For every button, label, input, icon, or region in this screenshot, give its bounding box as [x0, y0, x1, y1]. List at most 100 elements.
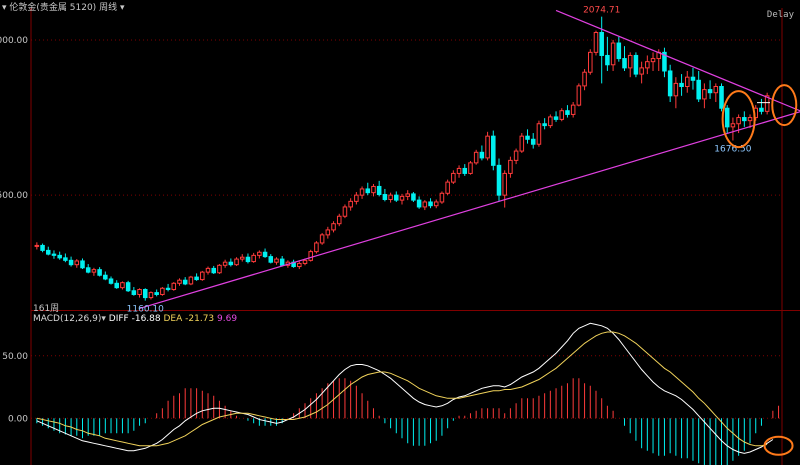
candle-body — [365, 188, 371, 194]
candle-body — [142, 289, 148, 299]
candle-body — [382, 194, 388, 200]
candle-body — [148, 292, 154, 299]
period-chevron-down-icon[interactable]: ▾ — [119, 3, 125, 13]
candle-body — [690, 76, 696, 81]
candle-body — [713, 86, 719, 94]
candle-body — [297, 262, 302, 268]
candle-body — [279, 258, 285, 266]
macd-value: 9.69 — [217, 314, 238, 324]
candle-body — [308, 251, 313, 261]
macd-tick-label: 50.00 — [2, 352, 28, 362]
candle-body — [63, 257, 68, 261]
candle-body — [685, 76, 690, 87]
candle-body — [730, 123, 736, 128]
candle-body — [85, 267, 91, 273]
candle-body — [496, 164, 502, 196]
candle-body — [422, 201, 428, 208]
candle-body — [376, 185, 382, 196]
price-annotation: 1676.50 — [714, 145, 751, 155]
candle-body — [633, 54, 639, 75]
candle-body — [559, 110, 565, 120]
candle-body — [274, 258, 279, 263]
candle-body — [331, 223, 336, 231]
price-tick-label: 1500.00 — [0, 191, 28, 201]
candle-body — [251, 254, 256, 263]
candle-body — [622, 58, 627, 69]
candle-body — [314, 242, 319, 253]
candle-body — [200, 271, 205, 281]
candle-body — [74, 260, 80, 266]
candle-body — [257, 251, 262, 256]
candle-body — [445, 181, 450, 194]
candle-body — [245, 256, 251, 263]
candle-body — [239, 256, 245, 260]
diff-line — [36, 322, 774, 454]
chevron-down-icon[interactable]: ▾ — [2, 3, 7, 13]
candle-body — [342, 206, 348, 217]
candle-body — [302, 259, 308, 264]
candle-body — [667, 70, 673, 97]
candle-body — [639, 67, 644, 75]
candle-body — [217, 264, 222, 274]
candle-body — [508, 159, 513, 174]
candle-body — [599, 31, 604, 56]
candle-body — [519, 135, 525, 152]
macd-indicator-label[interactable]: MACD(12,26,9) — [33, 314, 102, 324]
macd-chevron-down-icon[interactable]: ▾ — [101, 314, 106, 324]
candle-body — [548, 116, 553, 127]
highlight-ellipse-breakout — [771, 84, 798, 127]
candle-body — [707, 89, 713, 94]
candle-body — [525, 135, 530, 140]
candle-body — [171, 282, 177, 291]
candle-body — [451, 172, 456, 183]
candle-body — [411, 193, 416, 201]
candle-body — [673, 82, 679, 97]
symbol-label[interactable]: 伦敦金(贵金属 5120) — [9, 3, 97, 13]
candle-body — [462, 167, 468, 174]
candle-body — [536, 123, 542, 145]
candle-body — [570, 104, 576, 115]
dea-value: -21.73 — [185, 314, 215, 324]
candle-body — [719, 86, 724, 109]
candle-body — [696, 79, 701, 100]
candle-body — [234, 258, 239, 266]
candle-body — [627, 54, 633, 69]
candle-body — [605, 54, 610, 66]
price-annotation: 1160.10 — [127, 305, 164, 315]
macd-tick-label: 0.00 — [8, 414, 28, 424]
candle-body — [125, 282, 131, 292]
candle-body — [405, 193, 410, 197]
candle-body — [439, 192, 445, 203]
candle-body — [222, 261, 228, 266]
macd-legend: MACD(12,26,9)▾ DIFF -16.88 DEA -21.73 9.… — [33, 314, 237, 324]
candle-body — [165, 287, 171, 291]
candle-body — [582, 71, 587, 87]
candle-body — [433, 201, 439, 207]
candle-body — [724, 107, 730, 128]
candle-body — [325, 229, 331, 236]
candle-body — [211, 267, 216, 274]
candle-body — [553, 116, 559, 120]
diff-label: DIFF — [108, 314, 129, 324]
candle-body — [268, 256, 274, 263]
period-label[interactable]: 周线 — [99, 3, 118, 13]
candle-body — [51, 253, 57, 256]
candle-body — [610, 42, 616, 66]
candle-body — [645, 61, 650, 69]
candle-body — [616, 42, 622, 60]
candle-body — [513, 150, 519, 161]
price-annotation: 2074.71 — [583, 6, 620, 16]
candle-body — [468, 162, 473, 174]
delay-badge: Delay — [766, 10, 794, 20]
candle-body — [388, 194, 393, 200]
highlight-ellipse-macd — [763, 435, 794, 456]
candle-body — [759, 107, 764, 112]
candle-body — [416, 199, 422, 208]
candle-body — [205, 267, 211, 273]
candle-body — [160, 287, 165, 295]
candle-body — [34, 244, 40, 247]
candle-body — [736, 117, 741, 125]
candle-body — [108, 278, 114, 284]
period-count-label: 161周 — [33, 304, 60, 314]
